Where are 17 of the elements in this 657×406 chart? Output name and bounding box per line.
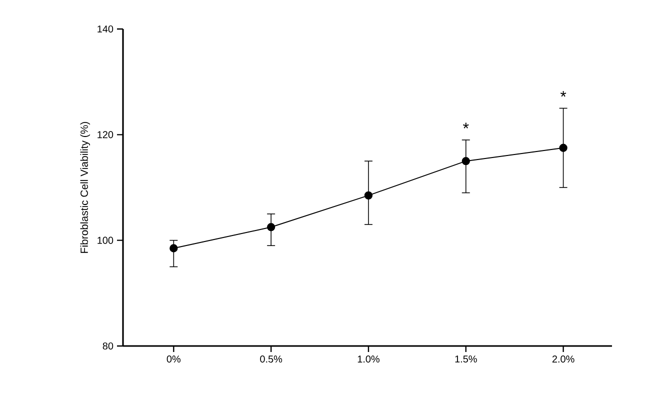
- x-tick-label: 0%: [166, 356, 181, 363]
- x-tick-label: 0.5%: [260, 356, 282, 363]
- point: [364, 191, 373, 200]
- annotation: *: [463, 122, 469, 128]
- x-tick-label: 1.0%: [358, 356, 380, 363]
- point: [559, 144, 568, 152]
- annotation: *: [560, 91, 566, 97]
- y-tick-label: 80: [102, 342, 114, 350]
- y-axis-title: Fibroblastic Cell Viability (%): [80, 122, 90, 253]
- y-tick-label: 100: [98, 236, 114, 244]
- x-tick-label: 1.5%: [455, 356, 477, 363]
- x-tick-label: 2.0%: [552, 356, 574, 363]
- point: [266, 223, 276, 232]
- y-tick-label: 120: [98, 131, 114, 138]
- point: [170, 244, 178, 252]
- point: [462, 156, 470, 166]
- y-tick-label: 140: [98, 25, 114, 33]
